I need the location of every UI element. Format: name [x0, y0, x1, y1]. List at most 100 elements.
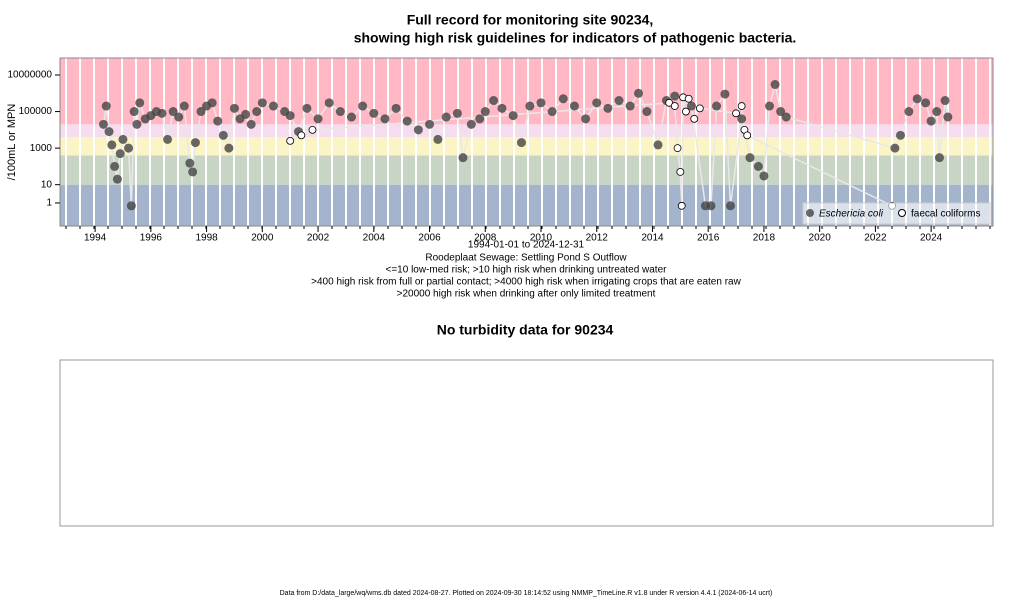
- point: [497, 103, 507, 113]
- point: [107, 140, 117, 150]
- point: [592, 98, 602, 108]
- point: [712, 101, 722, 111]
- point: [921, 98, 931, 108]
- point: [569, 101, 579, 111]
- note: 1994-01-01 to 2024-12-31: [468, 240, 585, 251]
- point: [302, 103, 312, 113]
- point: [286, 136, 295, 145]
- point: [943, 112, 953, 122]
- point: [224, 143, 234, 153]
- point: [168, 107, 178, 117]
- point: [743, 131, 752, 140]
- point: [241, 109, 251, 119]
- point: [690, 114, 699, 123]
- point: [380, 114, 390, 124]
- point: [673, 144, 682, 153]
- point: [324, 98, 334, 108]
- point: [190, 138, 200, 148]
- point: [246, 119, 256, 129]
- x-tick-label: 1996: [140, 233, 163, 244]
- x-tick-label: 2000: [251, 233, 274, 244]
- point: [926, 116, 936, 126]
- point: [391, 103, 401, 113]
- point: [135, 98, 145, 108]
- point: [174, 112, 184, 122]
- legend-label: Eschericia coli: [819, 209, 884, 220]
- point: [179, 101, 189, 111]
- point: [686, 101, 696, 111]
- point: [706, 201, 716, 211]
- point: [932, 107, 942, 117]
- point: [213, 116, 223, 126]
- point: [124, 143, 134, 153]
- point: [603, 103, 613, 113]
- point: [753, 161, 763, 171]
- note: Roodeplaat Sewage: Settling Pond S Outfl…: [425, 253, 627, 264]
- point: [369, 108, 379, 118]
- x-tick-label: 1998: [195, 233, 218, 244]
- point: [765, 101, 775, 111]
- x-tick-label: 2010: [530, 233, 553, 244]
- point: [458, 153, 468, 163]
- legend-label: faecal coliforms: [911, 209, 980, 220]
- point: [904, 107, 914, 117]
- note: <=10 low-med risk; >10 high risk when dr…: [386, 265, 668, 276]
- x-tick-label: 2004: [363, 233, 386, 244]
- point: [433, 134, 443, 144]
- point: [132, 119, 142, 129]
- point: [480, 107, 490, 117]
- point: [489, 96, 499, 106]
- point: [940, 96, 950, 106]
- point: [98, 119, 108, 129]
- point: [110, 161, 120, 171]
- point: [676, 168, 685, 176]
- point: [285, 111, 295, 121]
- x-tick-label: 2008: [474, 233, 497, 244]
- point: [677, 201, 686, 210]
- point: [441, 112, 451, 122]
- point: [129, 107, 139, 117]
- point: [252, 107, 262, 117]
- y-tick-label: 1: [46, 198, 52, 209]
- point: [346, 112, 356, 122]
- turbidity-title: No turbidity data for 90234: [437, 322, 614, 338]
- point: [118, 134, 128, 144]
- chart-subtitle: showing high risk guidelines for indicat…: [354, 30, 797, 46]
- point: [558, 94, 568, 104]
- point: [732, 109, 740, 118]
- point: [720, 89, 730, 99]
- point: [653, 140, 663, 150]
- note: >20000 high risk when drinking after onl…: [397, 289, 656, 300]
- x-tick-label: 2024: [920, 233, 943, 244]
- x-tick-label: 2022: [864, 233, 887, 244]
- point: [890, 143, 900, 153]
- point: [207, 98, 217, 108]
- point: [781, 112, 791, 122]
- point: [257, 98, 267, 108]
- point: [776, 107, 786, 117]
- legend-marker: [898, 209, 906, 217]
- point: [196, 107, 206, 117]
- y-tick-label: 100000: [19, 106, 53, 117]
- point: [475, 114, 485, 124]
- point: [684, 94, 693, 103]
- y-tick-label: 10: [41, 179, 53, 190]
- x-tick-label: 2002: [307, 233, 330, 244]
- point: [759, 171, 769, 181]
- point: [725, 201, 735, 211]
- point: [642, 107, 652, 117]
- risk-band: [60, 155, 993, 185]
- point: [670, 91, 680, 101]
- point: [126, 201, 136, 211]
- point: [101, 101, 111, 111]
- point: [895, 130, 905, 140]
- point: [313, 114, 323, 124]
- point: [185, 158, 195, 168]
- legend-marker: [806, 209, 814, 217]
- legend: Eschericia coli faecal coliforms: [802, 202, 991, 225]
- point: [466, 119, 476, 129]
- x-tick-label: 2016: [697, 233, 720, 244]
- point: [112, 174, 122, 184]
- point: [516, 138, 526, 148]
